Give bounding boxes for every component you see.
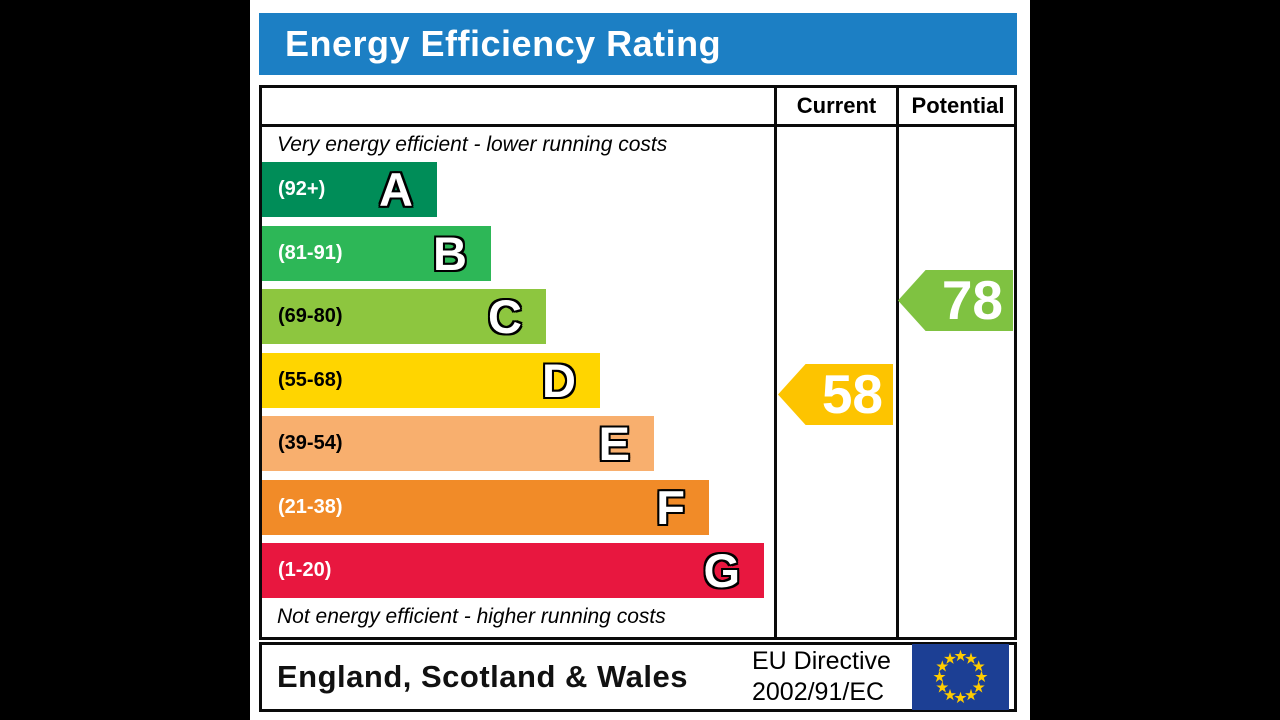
- eu-flag-star: [936, 660, 949, 672]
- bottom-note: Not energy efficient - higher running co…: [277, 605, 666, 628]
- potential-arrow: 78: [898, 270, 1013, 331]
- column-header-potential: Potential: [911, 93, 1005, 118]
- eu-flag-star: [972, 681, 985, 693]
- eu-flag-star: [936, 681, 949, 693]
- eu-directive-line1: EU Directive: [752, 647, 891, 675]
- region-label: England, Scotland & Wales: [277, 659, 688, 694]
- eu-directive-line2: 2002/91/EC: [752, 678, 885, 706]
- band-range-label: (1-20): [278, 559, 332, 581]
- header-row-divider: [259, 124, 1017, 127]
- band-letter: E: [598, 417, 630, 470]
- band-row-c: (69-80) C: [262, 289, 546, 344]
- eu-flag-star: [954, 649, 967, 662]
- eu-flag-star: [965, 652, 977, 664]
- band-letter: C: [488, 290, 522, 343]
- eu-directive-label: EU Directive 2002/91/EC: [752, 646, 891, 708]
- footer-bar: [259, 642, 1017, 712]
- band-letter: B: [433, 227, 467, 280]
- page-title: Energy Efficiency Rating: [285, 23, 722, 64]
- eu-flag-star: [944, 688, 956, 701]
- band-range-label: (69-80): [278, 305, 343, 327]
- band-range-label: (92+): [278, 178, 326, 200]
- top-note: Very energy efficient - lower running co…: [277, 133, 668, 156]
- potential-column-divider: [896, 85, 899, 640]
- current-column-divider: [774, 85, 777, 640]
- band-row-f: (21-38) F: [262, 480, 709, 535]
- band-letter: G: [703, 544, 740, 597]
- band-letter: A: [379, 163, 413, 216]
- eu-flag-star: [933, 670, 946, 683]
- eu-flag-star: [954, 691, 967, 704]
- band-row-g: (1-20) G: [262, 543, 764, 598]
- band-row-e: (39-54) E: [262, 416, 654, 471]
- potential-value: 78: [941, 269, 1003, 331]
- eu-flag-star: [965, 688, 977, 701]
- column-header-current: Current: [796, 93, 877, 118]
- band-row-a: (92+) A: [262, 162, 437, 217]
- current-arrow: 58: [778, 364, 893, 425]
- band-range-label: (81-91): [278, 242, 343, 264]
- current-value: 58: [821, 363, 883, 425]
- band-letter: D: [542, 354, 576, 407]
- band-range-label: (21-38): [278, 496, 343, 518]
- band-letter: F: [656, 481, 685, 534]
- eu-flag-star: [975, 670, 988, 683]
- band-row-b: (81-91) B: [262, 226, 491, 281]
- eu-flag-star: [944, 652, 956, 664]
- band-row-d: (55-68) D: [262, 353, 600, 408]
- header-bar: Energy Efficiency Rating: [259, 13, 1017, 75]
- band-range-label: (39-54): [278, 432, 343, 454]
- eu-flag-icon: [912, 644, 1009, 710]
- band-range-label: (55-68): [278, 369, 343, 391]
- eu-flag-star: [972, 660, 985, 672]
